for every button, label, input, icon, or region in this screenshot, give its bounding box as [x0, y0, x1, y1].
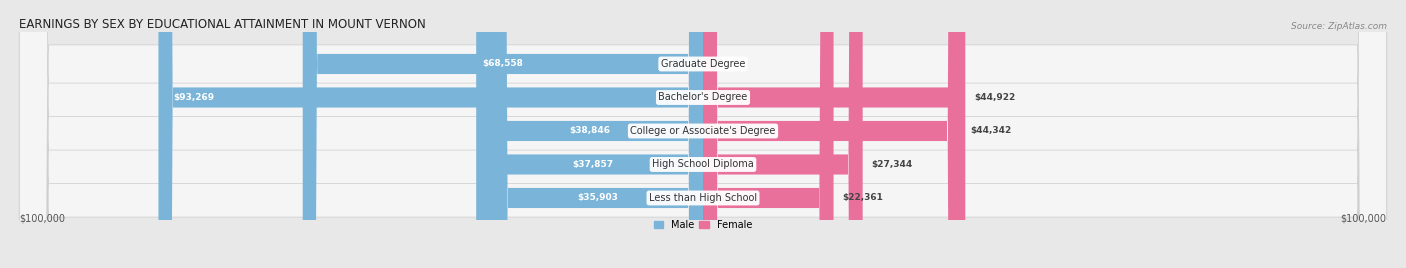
Text: $44,342: $44,342 — [970, 126, 1012, 136]
FancyBboxPatch shape — [159, 0, 703, 268]
Text: College or Associate's Degree: College or Associate's Degree — [630, 126, 776, 136]
Text: EARNINGS BY SEX BY EDUCATIONAL ATTAINMENT IN MOUNT VERNON: EARNINGS BY SEX BY EDUCATIONAL ATTAINMEN… — [20, 18, 426, 31]
Text: $22,361: $22,361 — [842, 193, 883, 203]
FancyBboxPatch shape — [20, 0, 1386, 268]
Text: $37,857: $37,857 — [572, 160, 613, 169]
FancyBboxPatch shape — [20, 0, 1386, 268]
Text: $100,000: $100,000 — [1341, 213, 1386, 223]
FancyBboxPatch shape — [20, 0, 1386, 268]
FancyBboxPatch shape — [20, 0, 1386, 268]
FancyBboxPatch shape — [494, 0, 703, 268]
Text: Bachelor's Degree: Bachelor's Degree — [658, 92, 748, 102]
Text: $35,903: $35,903 — [578, 193, 619, 203]
FancyBboxPatch shape — [703, 0, 863, 268]
Text: $27,344: $27,344 — [872, 160, 912, 169]
Text: Less than High School: Less than High School — [650, 193, 756, 203]
FancyBboxPatch shape — [482, 0, 703, 268]
Text: Source: ZipAtlas.com: Source: ZipAtlas.com — [1291, 22, 1386, 31]
Legend: Male, Female: Male, Female — [654, 220, 752, 230]
FancyBboxPatch shape — [302, 0, 703, 268]
Text: $38,846: $38,846 — [569, 126, 610, 136]
FancyBboxPatch shape — [703, 0, 966, 268]
Text: High School Diploma: High School Diploma — [652, 159, 754, 169]
Text: $68,558: $68,558 — [482, 59, 523, 69]
FancyBboxPatch shape — [703, 0, 962, 268]
Text: $100,000: $100,000 — [20, 213, 65, 223]
Text: $44,922: $44,922 — [974, 93, 1015, 102]
Text: Graduate Degree: Graduate Degree — [661, 59, 745, 69]
FancyBboxPatch shape — [477, 0, 703, 268]
Text: $93,269: $93,269 — [173, 93, 214, 102]
FancyBboxPatch shape — [20, 0, 1386, 268]
Text: $0: $0 — [711, 59, 724, 69]
FancyBboxPatch shape — [703, 0, 834, 268]
